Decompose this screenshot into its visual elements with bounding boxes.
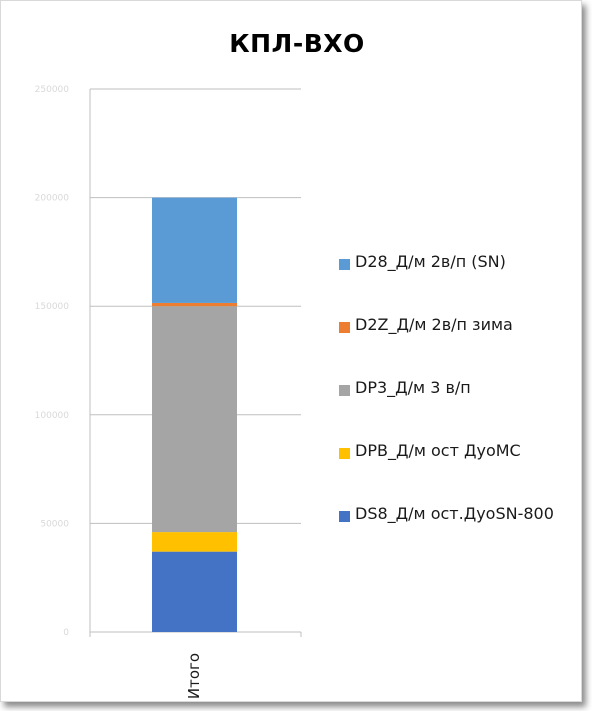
legend-swatch <box>339 511 350 522</box>
bar-segment <box>152 532 237 552</box>
legend-label: DS8_Д/м ост.ДуоSN-800 <box>355 504 554 523</box>
y-tick-label: 50000 <box>40 519 69 529</box>
legend-label: D2Z_Д/м 2в/п зима <box>355 315 513 334</box>
bar-segment <box>152 302 237 307</box>
y-tick-label: 100000 <box>35 411 70 421</box>
bar-segment <box>152 306 237 533</box>
y-tick-label: 150000 <box>35 302 70 312</box>
legend-swatch <box>339 385 350 396</box>
legend-label: D28_Д/м 2в/п (SN) <box>355 252 506 271</box>
chart-title: КПЛ-ВХО <box>229 29 365 58</box>
legend-swatch <box>339 259 350 270</box>
y-tick-label: 0 <box>63 628 69 638</box>
bar-segment <box>152 197 237 303</box>
chart-frame: КПЛ-ВХО 0 50000 100000 150000 200000 250000 D… <box>0 0 582 702</box>
legend-swatch <box>339 322 350 333</box>
x-category-text: Итого <box>185 652 203 700</box>
y-tick-label: 200000 <box>35 194 70 204</box>
y-tick-label: 250000 <box>35 85 70 95</box>
legend-label: DP3_Д/м 3 в/п <box>355 378 471 397</box>
legend-label: DPB_Д/м ост ДуоМС <box>355 441 521 460</box>
legend-swatch <box>339 448 350 459</box>
x-category-label: Итого <box>184 651 204 701</box>
bar-segment <box>152 551 237 632</box>
